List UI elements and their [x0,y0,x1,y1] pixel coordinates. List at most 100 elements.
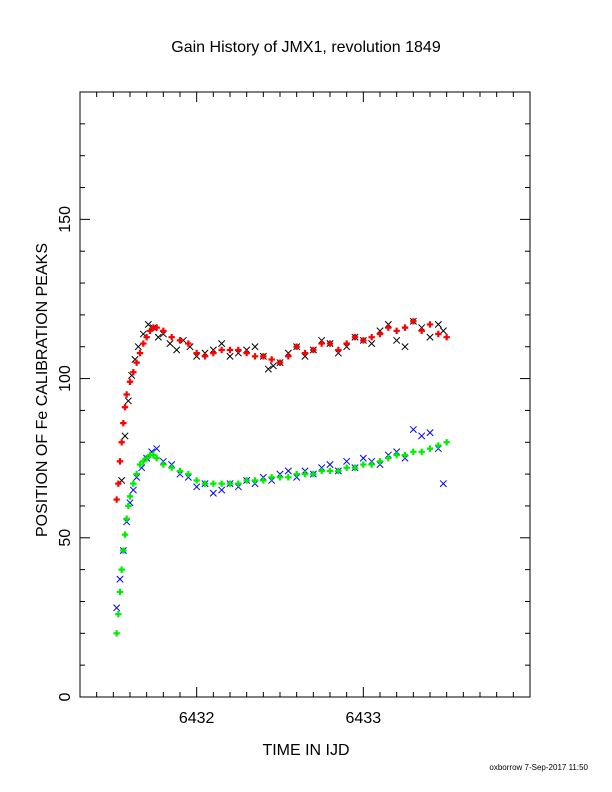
data-point [118,439,125,446]
series-1 [113,318,450,503]
data-point [166,339,174,348]
data-point [276,474,284,481]
data-point [435,330,442,338]
data-point [251,343,259,351]
y-tick-label: 150 [57,206,74,233]
data-point [185,470,192,478]
data-point [124,397,132,405]
data-point [168,464,175,471]
data-point [443,333,450,341]
data-point [435,442,442,449]
data-point [115,611,122,618]
series-0 [118,317,447,485]
data-point [136,349,144,357]
data-point [121,432,129,440]
data-point [201,353,209,360]
data-point [143,333,150,341]
data-point [226,352,234,360]
data-point [218,346,225,354]
data-point [226,480,234,487]
data-point [150,451,157,459]
data-point [243,349,250,357]
y-axis-label: POSITION OF Fe CALIBRATION PEAKS [34,243,51,537]
data-point [176,467,184,475]
data-point [193,483,201,491]
data-point [168,333,175,341]
data-point [209,489,217,497]
data-point [410,318,417,325]
data-point [318,340,325,347]
data-point [368,333,375,341]
data-point [185,340,192,347]
data-point [401,343,409,351]
data-point [153,445,161,453]
data-point [123,515,130,522]
data-point [426,321,434,328]
data-point [285,474,292,481]
data-point [146,327,154,335]
data-point [153,324,160,331]
data-point [335,346,342,354]
data-point [418,327,425,335]
data-point [426,445,434,452]
chart-title: Gain History of JMX1, revolution 1849 [171,39,441,56]
data-point [410,448,417,456]
data-point [359,454,367,462]
data-point [434,320,442,329]
data-point [113,604,121,612]
data-point [115,480,122,487]
data-point [393,336,401,344]
data-point [140,340,147,347]
data-point [121,404,129,411]
data-point [326,467,334,475]
data-point [113,496,120,503]
data-point [116,588,124,596]
data-point [133,470,140,478]
data-point [368,339,376,348]
data-point [293,470,300,478]
data-point [210,349,217,357]
data-point [133,359,140,366]
data-point [226,346,234,354]
data-point [218,486,226,494]
plot-frame [79,91,531,698]
data-point [310,470,317,478]
data-point [268,474,275,481]
x-tick-label: 6432 [179,710,215,727]
data-point [326,340,334,347]
data-point [284,467,292,475]
data-point [140,458,147,465]
data-point [268,356,275,363]
data-point [326,460,334,469]
data-point [143,454,150,462]
x-tick-label: 6433 [346,710,382,727]
data-point [218,339,226,348]
data-point [301,349,309,357]
data-point [269,362,277,370]
data-point [264,365,272,373]
data-point [176,337,184,344]
data-point [393,327,400,335]
data-point [443,439,450,446]
data-point [368,461,375,468]
data-point [418,448,425,456]
y-tick-label: 50 [57,529,74,547]
data-point [276,359,284,366]
data-point [121,531,129,538]
data-point [116,458,124,465]
data-point [235,480,242,487]
data-point [426,429,434,437]
data-point [293,343,300,350]
data-point [193,477,200,484]
axis-ticks [79,91,531,698]
data-point [113,630,120,637]
data-point [120,547,127,554]
data-point [116,575,124,583]
data-point [285,353,292,360]
data-point [310,346,317,354]
data-point [153,454,160,462]
data-point [385,324,392,331]
data-point [318,467,325,475]
data-point [210,480,217,487]
